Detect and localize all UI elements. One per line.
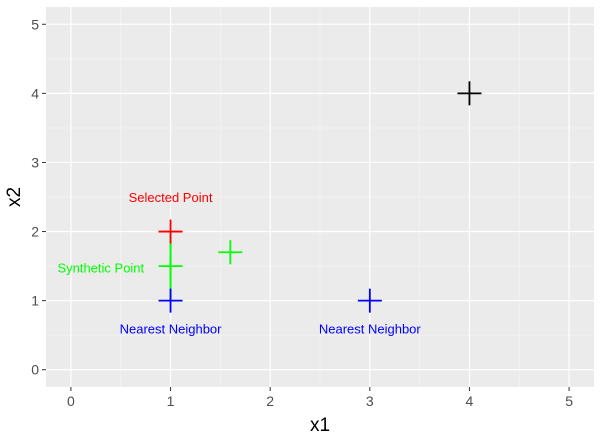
annotations: Selected Point Synthetic Point Nearest Nei… <box>57 190 421 336</box>
annotation-label: Nearest Neighbor <box>120 321 223 336</box>
x-tick-label: 0 <box>67 393 75 409</box>
minor-gridlines <box>46 7 594 387</box>
major-gridlines <box>46 7 594 387</box>
point-marker <box>158 254 183 279</box>
annotation-label: Synthetic Point <box>57 260 144 275</box>
x-tick-label: 4 <box>466 393 474 409</box>
point-marker <box>158 288 183 313</box>
x-axis-ticks: 0 1 2 3 4 5 <box>67 387 573 409</box>
annotation-label: Nearest Neighbor <box>319 321 422 336</box>
point-marker <box>218 240 243 265</box>
point-marker <box>357 288 382 313</box>
x-tick-label: 5 <box>565 393 573 409</box>
x-tick-label: 1 <box>167 393 175 409</box>
y-tick-label: 0 <box>31 362 39 378</box>
y-tick-label: 2 <box>31 224 39 240</box>
y-tick-label: 3 <box>31 154 39 170</box>
data-points <box>158 81 482 313</box>
y-axis-title: x2 <box>4 187 25 207</box>
y-tick-label: 5 <box>31 16 39 32</box>
y-axis-ticks: 0 1 2 3 4 5 <box>31 16 46 378</box>
y-tick-label: 1 <box>31 293 39 309</box>
x-tick-label: 2 <box>266 393 274 409</box>
annotation-label: Selected Point <box>129 190 213 205</box>
point-marker <box>158 219 183 244</box>
y-tick-label: 4 <box>31 85 39 101</box>
x-axis-title: x1 <box>310 415 330 436</box>
point-marker <box>457 81 482 106</box>
x-tick-label: 3 <box>366 393 374 409</box>
